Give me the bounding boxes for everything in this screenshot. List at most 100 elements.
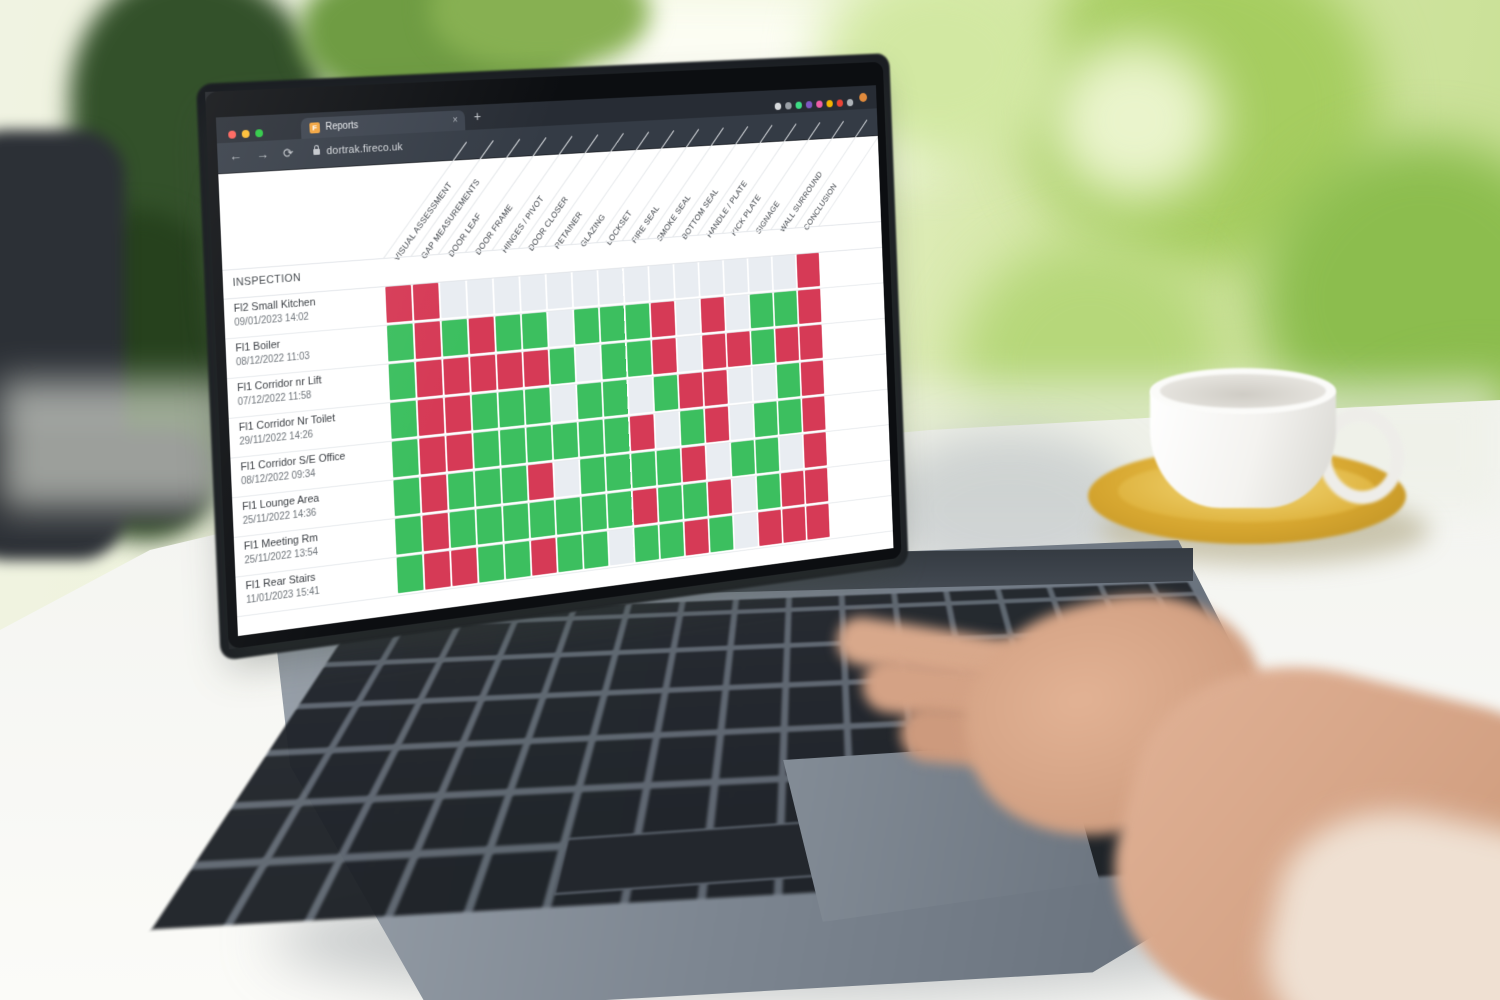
extension-icon[interactable]	[826, 99, 833, 108]
grid-cell[interactable]	[680, 409, 705, 446]
extension-icon[interactable]	[774, 102, 782, 111]
grid-cell[interactable]	[495, 314, 522, 352]
grid-cell[interactable]	[557, 534, 583, 573]
grid-cell[interactable]	[444, 395, 472, 434]
grid-cell[interactable]	[385, 284, 413, 323]
grid-cell[interactable]	[732, 476, 757, 513]
grid-cell[interactable]	[703, 369, 728, 407]
tab-close-icon[interactable]: ×	[452, 115, 458, 127]
grid-cell[interactable]	[415, 359, 443, 398]
grid-cell[interactable]	[706, 442, 731, 480]
extension-icon[interactable]	[846, 98, 854, 107]
grid-cell[interactable]	[656, 448, 682, 486]
grid-cell[interactable]	[473, 430, 500, 469]
back-button[interactable]: ←	[228, 148, 243, 164]
grid-cell[interactable]	[503, 503, 530, 542]
grid-cell[interactable]	[423, 551, 451, 590]
grid-cell[interactable]	[802, 396, 826, 432]
grid-cell[interactable]	[704, 406, 730, 443]
grid-cell[interactable]	[707, 479, 733, 516]
grid-cell[interactable]	[449, 509, 477, 548]
grid-cell[interactable]	[523, 349, 550, 387]
grid-cell[interactable]	[779, 434, 804, 471]
grid-cell[interactable]	[578, 419, 604, 457]
grid-cell[interactable]	[548, 309, 574, 347]
grid-cell[interactable]	[709, 515, 734, 553]
grid-cell[interactable]	[554, 459, 580, 498]
grid-cell[interactable]	[504, 541, 531, 580]
grid-cell[interactable]	[417, 397, 445, 436]
url-address[interactable]: dortrak.fireco.uk	[326, 141, 404, 158]
grid-cell[interactable]	[726, 331, 751, 368]
grid-cell[interactable]	[467, 278, 494, 316]
grid-cell[interactable]	[391, 439, 419, 478]
grid-cell[interactable]	[655, 411, 680, 449]
grid-cell[interactable]	[659, 521, 685, 559]
grid-cell[interactable]	[526, 425, 553, 463]
grid-cell[interactable]	[605, 454, 631, 492]
grid-cell[interactable]	[575, 345, 601, 382]
grid-cell[interactable]	[580, 456, 606, 495]
new-tab-button[interactable]: +	[473, 108, 482, 125]
grid-cell[interactable]	[752, 365, 777, 401]
grid-cell[interactable]	[577, 382, 603, 420]
grid-cell[interactable]	[471, 392, 499, 431]
grid-cell[interactable]	[702, 333, 727, 370]
grid-cell[interactable]	[728, 367, 753, 404]
grid-cell[interactable]	[723, 258, 748, 295]
extension-icon[interactable]	[785, 102, 792, 110]
grid-cell[interactable]	[474, 468, 502, 507]
traffic-light-button[interactable]	[228, 130, 237, 139]
grid-cell[interactable]	[581, 494, 607, 532]
grid-cell[interactable]	[583, 531, 609, 569]
grid-cell[interactable]	[470, 354, 497, 393]
grid-cell[interactable]	[477, 544, 505, 583]
grid-cell[interactable]	[682, 482, 708, 519]
grid-cell[interactable]	[775, 326, 799, 363]
grid-cell[interactable]	[393, 477, 421, 517]
grid-cell[interactable]	[649, 264, 674, 301]
grid-cell[interactable]	[800, 360, 825, 396]
grid-cell[interactable]	[412, 282, 440, 321]
grid-cell[interactable]	[778, 398, 802, 435]
grid-cell[interactable]	[782, 506, 806, 543]
grid-cell[interactable]	[572, 270, 598, 307]
grid-cell[interactable]	[555, 497, 582, 535]
grid-cell[interactable]	[625, 303, 651, 340]
grid-cell[interactable]	[634, 525, 660, 563]
grid-cell[interactable]	[451, 547, 478, 587]
grid-cell[interactable]	[607, 491, 633, 529]
grid-cell[interactable]	[748, 256, 773, 293]
grid-cell[interactable]	[629, 414, 655, 452]
grid-cell[interactable]	[628, 377, 654, 414]
grid-cell[interactable]	[773, 290, 798, 327]
grid-cell[interactable]	[552, 422, 579, 460]
grid-cell[interactable]	[780, 470, 805, 507]
grid-cell[interactable]	[499, 427, 527, 466]
grid-cell[interactable]	[501, 465, 528, 504]
grid-cell[interactable]	[772, 254, 797, 290]
grid-cell[interactable]	[725, 294, 750, 331]
grid-cell[interactable]	[386, 323, 415, 362]
grid-cell[interactable]	[390, 400, 418, 439]
grid-cell[interactable]	[598, 268, 624, 305]
grid-cell[interactable]	[806, 503, 830, 540]
grid-cell[interactable]	[440, 280, 467, 319]
extension-icon[interactable]	[805, 100, 813, 109]
grid-cell[interactable]	[602, 379, 628, 417]
grid-cell[interactable]	[496, 352, 523, 390]
grid-cell[interactable]	[650, 301, 676, 338]
grid-cell[interactable]	[396, 554, 424, 594]
grid-cell[interactable]	[753, 401, 778, 438]
grid-cell[interactable]	[604, 416, 630, 454]
grid-cell[interactable]	[626, 340, 652, 377]
grid-cell[interactable]	[804, 467, 829, 504]
grid-cell[interactable]	[623, 266, 649, 303]
grid-cell[interactable]	[653, 374, 679, 412]
extension-icon[interactable]	[816, 100, 823, 108]
grid-cell[interactable]	[796, 252, 821, 288]
profile-avatar[interactable]	[859, 92, 868, 103]
grid-cell[interactable]	[446, 433, 473, 472]
traffic-light-button[interactable]	[255, 129, 264, 138]
grid-cell[interactable]	[652, 338, 677, 375]
